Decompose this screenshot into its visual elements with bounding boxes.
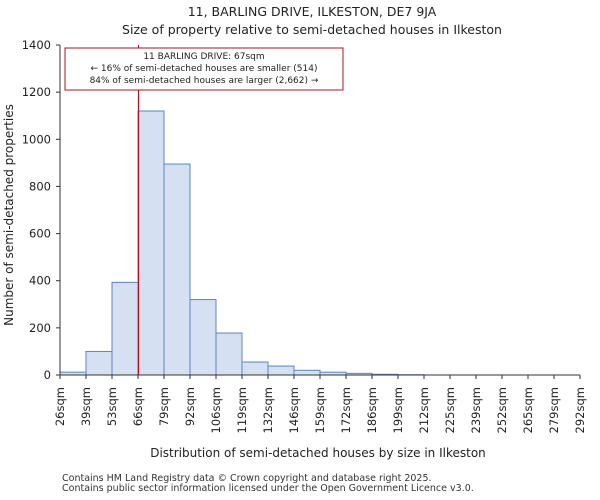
x-tick-label: 252sqm [495, 387, 509, 433]
y-tick-label: 400 [29, 274, 51, 288]
x-tick-label: 26sqm [53, 387, 67, 426]
annotation-line-3: 84% of semi-detached houses are larger (… [90, 76, 319, 86]
annotation-line-2: ← 16% of semi-detached houses are smalle… [91, 64, 318, 74]
y-tick-label: 200 [29, 321, 51, 335]
x-tick-label: 212sqm [417, 387, 431, 433]
footer-line-1: Contains HM Land Registry data © Crown c… [62, 473, 432, 484]
y-tick-label: 1000 [22, 132, 51, 146]
y-tick-label: 1400 [22, 38, 51, 52]
x-tick-label: 292sqm [573, 387, 587, 433]
x-tick-label: 279sqm [547, 387, 561, 433]
y-tick-label: 1200 [22, 85, 51, 99]
x-tick-label: 265sqm [521, 387, 535, 433]
x-tick-label: 79sqm [157, 387, 171, 426]
x-tick-label: 239sqm [469, 387, 483, 433]
chart-subtitle: Size of property relative to semi-detach… [122, 22, 502, 37]
annotation-box [64, 47, 344, 91]
bar-106sqm [215, 332, 243, 376]
bar-53sqm [111, 281, 139, 376]
x-tick-label: 92sqm [183, 387, 197, 426]
bar-66sqm [137, 110, 165, 376]
y-axis-label: Number of semi-detached properties [2, 104, 16, 326]
x-tick-label: 159sqm [313, 387, 327, 433]
bar-92sqm [189, 299, 217, 376]
x-tick-label: 53sqm [105, 387, 119, 426]
y-tick-label: 600 [29, 227, 51, 241]
x-axis-label: Distribution of semi-detached houses by … [150, 446, 486, 460]
bar-132sqm [267, 365, 295, 376]
y-tick-label: 0 [44, 368, 51, 382]
y-axis-ticks: 0 200 400 600 800 1000 1200 1400 [22, 38, 60, 382]
x-tick-label: 39sqm [79, 387, 93, 426]
x-tick-label: 172sqm [339, 387, 353, 433]
y-tick-label: 800 [29, 179, 51, 193]
x-tick-label: 66sqm [131, 387, 145, 426]
annotation-line-1: 11 BARLING DRIVE: 67sqm [143, 52, 264, 62]
x-axis-ticks: 26sqm 39sqm 53sqm 66sqm 79sqm 92sqm 106sqm 119s… [53, 375, 587, 433]
x-tick-label: 119sqm [235, 387, 249, 433]
bar-146sqm [293, 369, 321, 376]
x-tick-label: 146sqm [287, 387, 301, 433]
x-tick-label: 199sqm [391, 387, 405, 433]
bars-group [59, 110, 425, 376]
x-tick-label: 186sqm [365, 387, 379, 433]
x-tick-label: 225sqm [443, 387, 457, 433]
chart-title: 11, BARLING DRIVE, ILKESTON, DE7 9JA [188, 4, 437, 19]
bar-79sqm [163, 163, 191, 376]
x-tick-label: 132sqm [261, 387, 275, 433]
bar-119sqm [241, 361, 269, 376]
bar-39sqm [85, 350, 113, 376]
footer-line-2: Contains public sector information licen… [62, 483, 474, 494]
x-tick-label: 106sqm [209, 387, 223, 433]
